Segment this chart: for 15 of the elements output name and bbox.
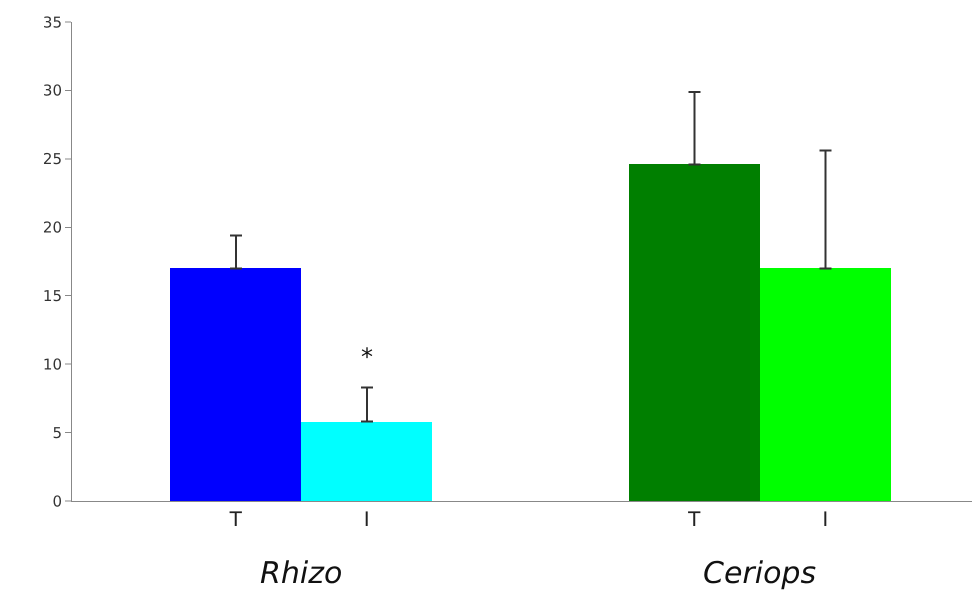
x-tick-label: I <box>822 507 828 531</box>
y-tick-label: 20 <box>42 218 62 237</box>
y-tick-label: 30 <box>42 82 62 100</box>
x-tick-label: I <box>364 507 370 531</box>
y-tick-label: 0 <box>52 492 62 510</box>
x-tick-label: T <box>687 507 702 531</box>
y-tick-label: 5 <box>52 424 62 442</box>
y-tick-label: 25 <box>42 150 62 168</box>
text: Ceriops <box>703 556 816 591</box>
text: Rhizo <box>260 556 342 591</box>
y-tick-label: 15 <box>42 286 62 305</box>
y-tick-label: 10 <box>42 355 62 374</box>
x-tick-label: T <box>228 507 243 531</box>
y-tick-label: 35 <box>42 13 62 32</box>
annotation: * <box>361 343 373 371</box>
